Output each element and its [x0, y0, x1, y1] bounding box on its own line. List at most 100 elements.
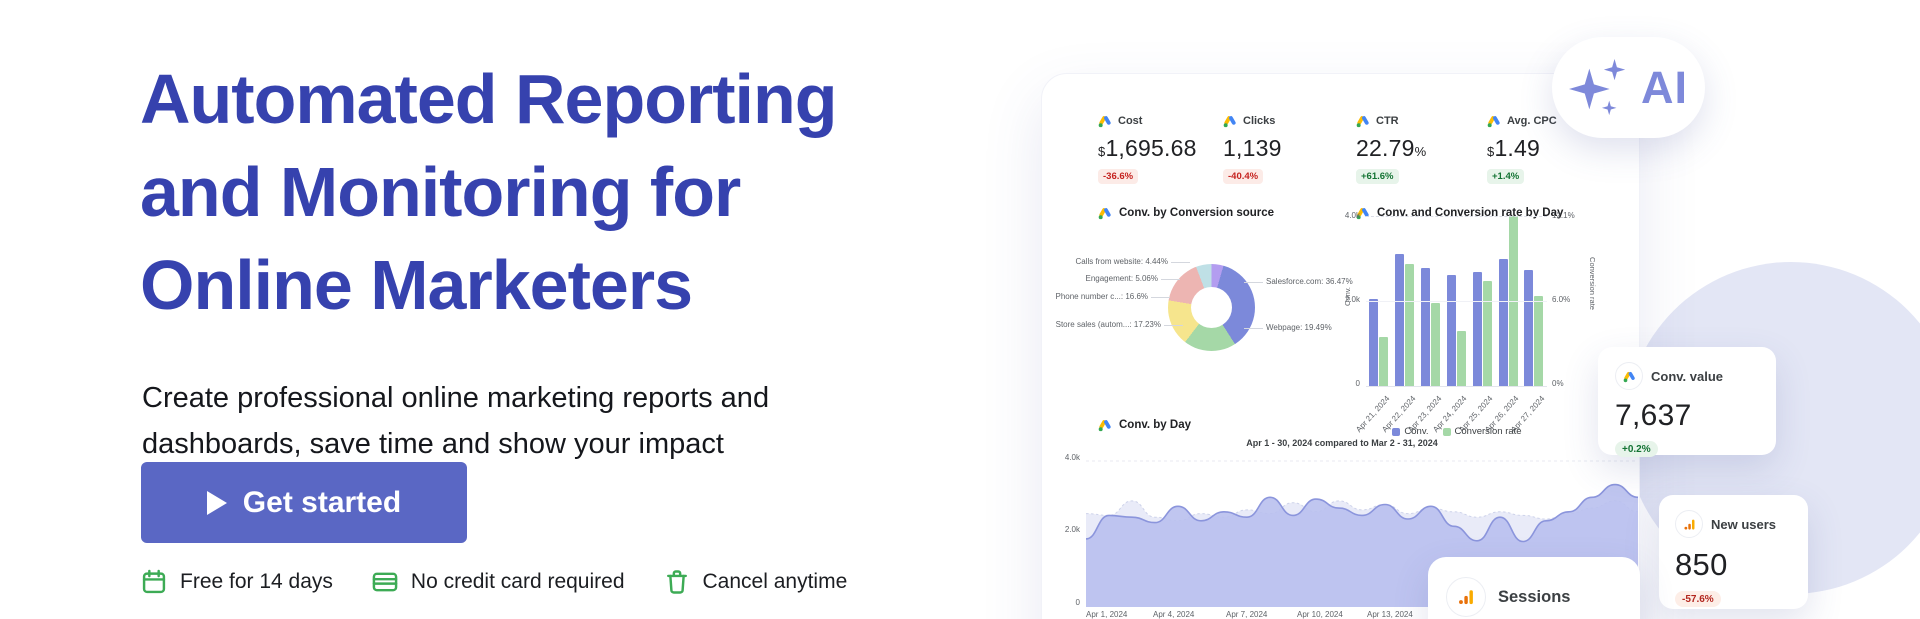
kpi-cost: Cost $1,695.68 -36.6%: [1098, 114, 1197, 184]
kpi-value: $1.49: [1487, 135, 1541, 161]
area-x-tick: Apr 7, 2024: [1226, 610, 1268, 619]
bar: [1456, 331, 1466, 386]
bar-right-tick: 0%: [1552, 379, 1564, 388]
card-value: 7,637: [1615, 399, 1692, 432]
google-ads-icon: [1098, 418, 1112, 432]
donut-slice-label: Salesforce.com: 36.47%: [1244, 277, 1353, 286]
bar: [1446, 274, 1456, 386]
card-delta-badge: -57.6%: [1675, 591, 1721, 607]
feature-label: Cancel anytime: [702, 570, 848, 593]
feature-cancel-anytime: Cancel anytime: [663, 568, 848, 596]
google-analytics-icon: [1446, 577, 1486, 617]
credit-card-icon: [371, 568, 399, 596]
bar-left-tick: 0: [1355, 379, 1360, 388]
kpi-label: Cost: [1118, 115, 1143, 127]
bar: [1405, 263, 1415, 386]
google-ads-icon: [1356, 114, 1370, 128]
feature-no-credit-card: No credit card required: [371, 568, 625, 596]
donut-chart: [1168, 264, 1255, 351]
card-label: New users: [1711, 516, 1777, 532]
ai-badge-label: AI: [1641, 61, 1688, 113]
bar: [1379, 336, 1389, 386]
kpi-value: 1,139: [1223, 135, 1282, 161]
donut-slice-label: Webpage: 19.49%: [1244, 323, 1332, 332]
ai-badge: AI: [1552, 37, 1705, 138]
donut-chart-title: Conv. by Conversion source: [1098, 206, 1274, 220]
feature-label: No credit card required: [410, 570, 625, 593]
bar: [1508, 216, 1518, 386]
kpi-delta-badge: +61.6%: [1356, 169, 1399, 184]
kpi-label: Avg. CPC: [1507, 115, 1557, 127]
area-y-tick: 0: [1075, 598, 1080, 607]
bar: [1431, 303, 1441, 386]
page-title-line-1: Automated Reporting: [140, 59, 838, 138]
area-x-tick: Apr 1, 2024: [1086, 610, 1128, 619]
kpi-delta-badge: +1.4%: [1487, 169, 1525, 184]
bar-group: [1498, 216, 1518, 386]
bar-right-axis-label: Conversion rate: [1587, 257, 1597, 310]
kpi-value: 22.79%: [1356, 135, 1427, 161]
donut-slice-label: Phone number c...: 16.6%: [1055, 292, 1170, 301]
bar: [1534, 296, 1544, 386]
page-title-line-2: and Monitoring for: [140, 152, 741, 231]
card-label: Conv. value: [1651, 368, 1724, 384]
area-x-tick: Apr 4, 2024: [1153, 610, 1195, 619]
get-started-button[interactable]: Get started: [141, 462, 467, 543]
kpi-avg-cpc: Avg. CPC $1.49 +1.4%: [1487, 114, 1557, 184]
bar: [1472, 272, 1482, 386]
page-title-line-3: Online Marketers: [140, 245, 693, 324]
area-y-tick: 4.0k: [1064, 453, 1080, 462]
legend-swatch: [1392, 427, 1401, 436]
google-ads-icon: [1223, 114, 1237, 128]
get-started-label: Get started: [242, 485, 402, 519]
donut-slice-label: Engagement: 5.06%: [1085, 274, 1180, 283]
google-ads-icon: [1487, 114, 1501, 128]
area-y-tick: 2.0k: [1064, 525, 1080, 534]
bar-chart-x-labels: Apr 21, 2024 Apr 22, 2024 Apr 23, 2024 Apr …: [1354, 390, 1547, 434]
legend-item-conv: Conv.: [1392, 426, 1429, 437]
sessions-card: Sessions: [1428, 557, 1640, 619]
google-ads-icon: [1615, 362, 1643, 390]
play-icon: [206, 490, 227, 515]
feature-free-trial: Free for 14 days: [140, 568, 333, 596]
kpi-label: CTR: [1376, 115, 1399, 127]
bar-group: [1421, 216, 1441, 386]
page-title: Automated Reporting and Monitoring for O…: [140, 53, 838, 332]
card-label: Sessions: [1498, 587, 1571, 606]
hero-subtitle: Create professional online marketing rep…: [142, 382, 770, 460]
bar-group: [1395, 216, 1415, 386]
sparkles-icon: [1569, 58, 1626, 115]
donut-slice-label: Store sales (autom...: 17.23%: [1055, 320, 1184, 329]
bar-left-axis-label: Conv.: [1343, 286, 1353, 307]
dashboard-card: Cost $1,695.68 -36.6% Clicks 1,139 -40.4…: [1041, 73, 1640, 619]
bar: [1524, 270, 1534, 386]
kpi-delta-badge: -40.4%: [1223, 169, 1264, 184]
new-users-card: New users 850 -57.6%: [1659, 495, 1808, 609]
card-value: 850: [1675, 547, 1728, 582]
trash-icon: [663, 568, 691, 596]
bar-group: [1446, 216, 1466, 386]
donut-slice-label: Calls from website: 4.44%: [1075, 257, 1191, 266]
legend-swatch: [1442, 427, 1451, 436]
bar-chart-baseline: [1366, 386, 1547, 387]
legend-item-rate: Conversion rate: [1442, 426, 1522, 437]
bar-group: [1524, 216, 1544, 386]
google-ads-icon: [1098, 206, 1112, 220]
bar-right-tick: 6.0%: [1552, 295, 1571, 304]
bar: [1482, 280, 1492, 386]
area-chart-title: Conv. by Day: [1098, 418, 1191, 432]
bar-chart-legend: Conv. Conversion rate: [1342, 426, 1572, 437]
area-x-tick: Apr 10, 2024: [1297, 610, 1343, 619]
card-delta-badge: +0.2%: [1615, 441, 1658, 457]
feature-list: Free for 14 days No credit card required…: [140, 568, 847, 596]
bar-group: [1472, 216, 1492, 386]
donut-hole: [1191, 287, 1232, 328]
kpi-ctr: CTR 22.79% +61.6%: [1356, 114, 1426, 184]
bar-group: [1369, 216, 1389, 386]
calendar-icon: [140, 568, 168, 596]
bar: [1369, 298, 1379, 386]
kpi-delta-badge: -36.6%: [1098, 169, 1139, 184]
bar-left-tick: 2.0k: [1344, 295, 1360, 304]
kpi-label: Clicks: [1243, 115, 1276, 127]
bar: [1395, 254, 1405, 386]
